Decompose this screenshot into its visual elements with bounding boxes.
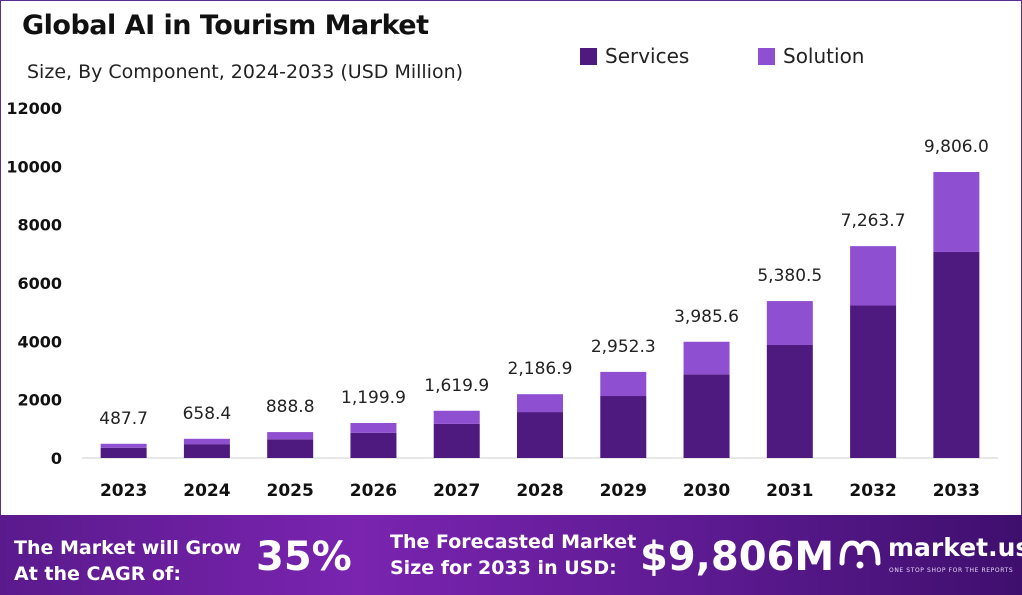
data-label-total-2023: 487.7 — [99, 409, 148, 429]
bar-solution-2028 — [517, 394, 563, 413]
x-tick-label-2027: 2027 — [433, 481, 480, 501]
x-tick-label-2029: 2029 — [600, 481, 647, 501]
bar-services-2028 — [517, 412, 563, 458]
cagr-caption-line1: The Market will Grow — [14, 537, 242, 559]
data-label-total-2026: 1,199.9 — [341, 388, 406, 408]
y-tick-label-6: 12000 — [6, 99, 62, 118]
y-tick-label-2: 4000 — [17, 332, 62, 351]
bar-solution-2032 — [850, 246, 897, 306]
bar-solution-2029 — [600, 371, 647, 397]
bar-chart: 0 2000 4000 6000 8000 10000 12000 487.7 2023 658.… — [6, 99, 998, 501]
data-label-total-2033: 9,806.0 — [924, 137, 989, 157]
forecast-caption-line2: Size for 2033 in USD: — [390, 557, 617, 579]
bar-solution-2023 — [100, 443, 147, 448]
x-tick-label-2030: 2030 — [683, 481, 730, 501]
cagr-caption-line2: At the CAGR of: — [14, 563, 181, 585]
brand-name: market.us — [888, 533, 1022, 562]
brand-tagline: ONE STOP SHOP FOR THE REPORTS — [889, 567, 1014, 574]
forecast-caption: The Forecasted Market Size for 2033 in U… — [390, 529, 636, 581]
bar-solution-2024 — [183, 438, 230, 445]
legend-label-services: Services — [605, 44, 690, 68]
bar-services-2023 — [100, 447, 147, 458]
x-tick-label-2024: 2024 — [183, 481, 230, 501]
bar-solution-2025 — [267, 432, 314, 440]
legend-swatch-solution — [758, 47, 775, 65]
bar-solution-2031 — [766, 301, 813, 345]
bar-solution-2030 — [683, 341, 730, 375]
chart-subtitle: Size, By Component, 2024-2033 (USD Milli… — [27, 61, 464, 83]
forecast-value: $9,806M — [640, 534, 835, 580]
legend-label-solution: Solution — [783, 44, 865, 68]
x-tick-label-2025: 2025 — [267, 481, 314, 501]
bar-services-2033 — [933, 251, 980, 458]
data-label-total-2030: 3,985.6 — [674, 307, 739, 327]
legend-item-solution: Solution — [758, 44, 864, 68]
y-tick-label-4: 8000 — [17, 216, 62, 235]
bar-services-2025 — [267, 439, 314, 458]
x-tick-label-2028: 2028 — [516, 481, 563, 501]
bar-services-2029 — [600, 396, 647, 458]
y-tick-label-0: 0 — [51, 449, 62, 468]
y-tick-label-1: 2000 — [17, 391, 62, 410]
cagr-value: 35% — [256, 534, 352, 580]
bar-services-2026 — [350, 432, 397, 458]
x-tick-label-2032: 2032 — [849, 481, 896, 501]
bar-services-2030 — [683, 374, 730, 458]
bar-services-2032 — [850, 305, 897, 458]
cagr-caption: The Market will Grow At the CAGR of: — [14, 535, 241, 587]
data-label-total-2029: 2,952.3 — [591, 337, 656, 357]
x-tick-label-2031: 2031 — [766, 481, 813, 501]
data-label-total-2027: 1,619.9 — [424, 376, 489, 396]
bar-services-2024 — [183, 444, 230, 458]
y-tick-label-5: 10000 — [6, 157, 62, 176]
x-tick-label-2026: 2026 — [350, 481, 397, 501]
bar-solution-2027 — [433, 410, 480, 424]
data-label-total-2024: 658.4 — [183, 404, 232, 424]
bar-services-2027 — [433, 423, 480, 458]
chart-title: Global AI in Tourism Market — [22, 10, 429, 41]
data-label-total-2032: 7,263.7 — [841, 211, 906, 231]
y-tick-label-3: 6000 — [17, 274, 62, 293]
x-tick-label-2023: 2023 — [100, 481, 147, 501]
data-label-total-2025: 888.8 — [266, 397, 315, 417]
market-us-logo-icon — [839, 540, 881, 569]
bar-solution-2026 — [350, 423, 397, 433]
data-label-total-2031: 5,380.5 — [757, 266, 822, 286]
legend-swatch-services — [580, 47, 597, 65]
forecast-caption-line1: The Forecasted Market — [390, 531, 637, 553]
bar-services-2031 — [766, 344, 813, 458]
x-tick-label-2033: 2033 — [933, 481, 980, 501]
summary-banner: The Market will Grow At the CAGR of: 35%… — [0, 515, 1022, 595]
data-label-total-2028: 2,186.9 — [508, 359, 573, 379]
legend-item-services: Services — [580, 44, 689, 68]
bar-solution-2033 — [933, 171, 980, 252]
